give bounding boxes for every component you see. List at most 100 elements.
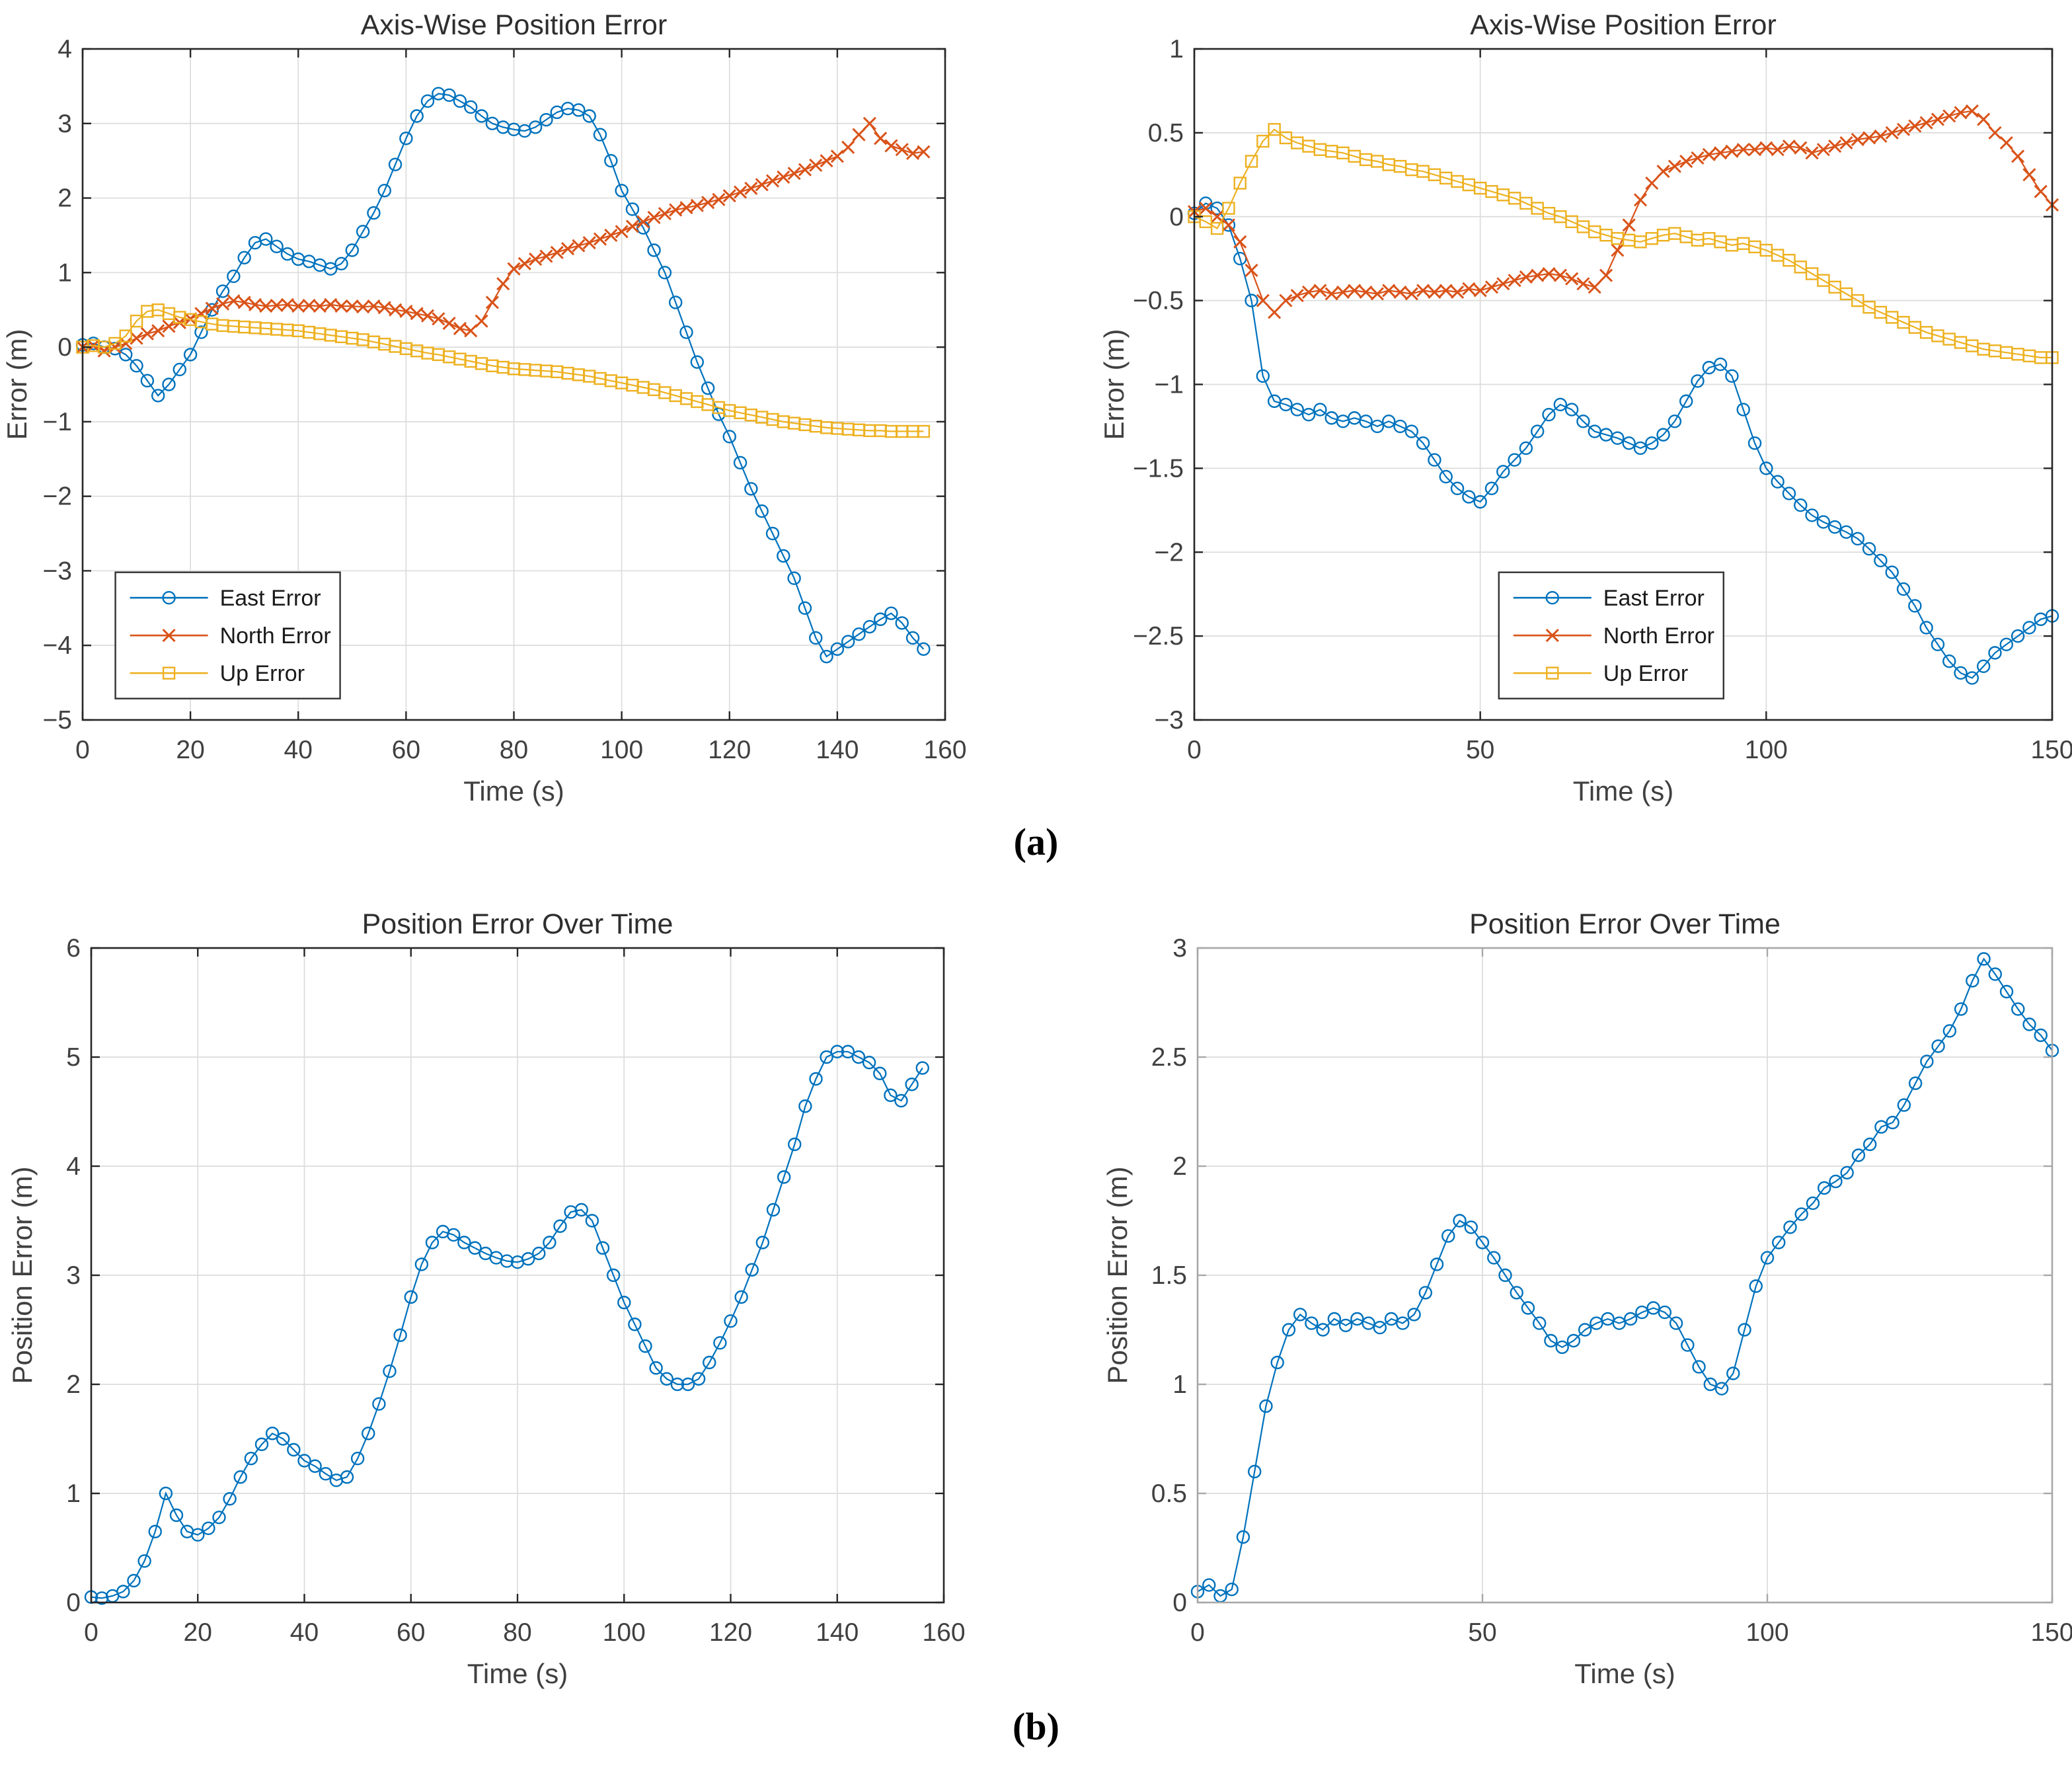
series-north-error — [1187, 104, 2059, 319]
x-tick-label: 100 — [600, 736, 643, 764]
y-tick-label: −5 — [43, 706, 72, 734]
poserr-right-svg: 0 50 100 150 0 0.5 1 1.5 2 2.5 3 Position Error Ove… — [1102, 908, 2072, 1689]
legend-entry-north-error: North Error — [1513, 623, 1714, 649]
legend-entry-north-error: North Error — [130, 623, 331, 649]
y-tick-label: −1 — [43, 408, 72, 436]
series-position-error — [1190, 952, 2059, 1603]
x-tick-label: 120 — [709, 1618, 752, 1647]
chart-position-error-over-time-left: 0 20 40 60 80 100 120 140 160 0 1 2 3 4 5 6 Position Err… — [0, 907, 1011, 1700]
legend-label: Up Error — [220, 661, 305, 686]
y-tick-label: 1 — [1169, 35, 1184, 63]
x-tick-label: 40 — [290, 1618, 319, 1647]
y-tick-label: −2 — [43, 483, 72, 511]
x-axis-label: Time (s) — [467, 1658, 568, 1689]
chart-position-error-over-time-right: 0 50 100 150 0 0.5 1 1.5 2 2.5 3 Position Error Ove… — [1061, 907, 2072, 1700]
y-tick-label: 0 — [66, 1589, 81, 1617]
y-tick-label: 2.5 — [1151, 1043, 1187, 1072]
axiswise-right-svg: 0 50 100 150 −3 −2.5 −2 −1.5 −1 −0.5 0 0.5 1 Axis-Wis… — [1098, 9, 2072, 807]
y-tick-label: 0.5 — [1151, 1480, 1187, 1508]
axes: 0 50 100 150 0 0.5 1 1.5 2 2.5 3 — [1151, 934, 2072, 1647]
y-axis-label: Position Error (m) — [1102, 1166, 1133, 1384]
x-tick-label: 0 — [1190, 1618, 1205, 1647]
chart-title: Position Error Over Time — [362, 908, 673, 940]
y-tick-label: 3 — [58, 110, 72, 138]
axes: 0 50 100 150 −3 −2.5 −2 −1.5 −1 −0.5 0 0.5 1 — [1133, 35, 2072, 764]
y-tick-label: 0.5 — [1148, 119, 1184, 147]
series-north-error — [75, 116, 931, 358]
legend-label: Up Error — [1603, 661, 1688, 686]
x-tick-label: 20 — [184, 1618, 212, 1647]
y-tick-label: −3 — [43, 557, 72, 585]
x-axis-label: Time (s) — [1574, 1658, 1675, 1689]
y-tick-label: −1 — [1155, 371, 1184, 399]
y-tick-label: 0 — [58, 333, 72, 362]
chart-title: Axis-Wise Position Error — [1470, 9, 1777, 41]
x-tick-label: 50 — [1466, 736, 1494, 764]
legend-entry-east-error: East Error — [130, 586, 321, 611]
x-tick-label: 140 — [816, 1618, 859, 1647]
x-tick-label: 160 — [922, 1618, 965, 1647]
y-tick-label: 0 — [1169, 203, 1184, 231]
x-tick-label: 160 — [923, 736, 966, 764]
poserr-left-svg: 0 20 40 60 80 100 120 140 160 0 1 2 3 4 5 6 Position Err… — [7, 908, 966, 1689]
legend-entry-up-error: Up Error — [1513, 661, 1688, 686]
y-tick-label: −3 — [1155, 706, 1184, 734]
panel-a-label: (a) — [1013, 820, 1059, 863]
x-tick-label: 60 — [392, 736, 420, 764]
x-tick-label: 50 — [1468, 1618, 1496, 1647]
legend: East Error North Error Up Error — [1498, 571, 1724, 699]
legend-label: East Error — [220, 586, 321, 611]
x-tick-label: 80 — [500, 736, 528, 764]
grid-lines — [1198, 948, 2052, 1602]
legend: East Error North Error Up Error — [114, 571, 341, 699]
y-tick-label: −4 — [43, 631, 72, 660]
axiswise-left-svg: 0 20 40 60 80 100 120 140 160 −5 −4 −3 −2 −1 0 1 2 3 4 Axis… — [1, 9, 967, 807]
y-tick-label: 4 — [58, 35, 72, 63]
y-tick-label: 3 — [66, 1261, 81, 1290]
y-tick-label: 3 — [1172, 934, 1187, 963]
x-tick-label: 0 — [75, 736, 90, 764]
grid-lines — [83, 49, 945, 720]
y-tick-label: 1.5 — [1151, 1261, 1187, 1290]
x-axis-label: Time (s) — [1573, 775, 1673, 807]
y-tick-label: 2 — [66, 1370, 81, 1399]
y-tick-label: 1 — [66, 1480, 81, 1508]
chart-title: Axis-Wise Position Error — [361, 9, 668, 41]
x-tick-label: 120 — [708, 736, 751, 764]
y-axis-label: Position Error (m) — [7, 1166, 38, 1384]
series-position-error — [84, 1045, 929, 1605]
y-tick-label: 2 — [1172, 1152, 1187, 1181]
y-tick-label: −1.5 — [1133, 454, 1184, 483]
legend-label: North Error — [1603, 623, 1714, 649]
y-tick-label: −0.5 — [1133, 287, 1184, 315]
y-tick-label: 2 — [58, 184, 72, 213]
y-tick-label: −2.5 — [1133, 622, 1184, 651]
x-tick-label: 100 — [1746, 1618, 1788, 1647]
x-tick-label: 0 — [1187, 736, 1202, 764]
chart-title: Position Error Over Time — [1469, 908, 1781, 940]
grid-lines — [1194, 49, 2052, 720]
y-tick-label: 4 — [66, 1152, 81, 1181]
x-tick-label: 150 — [2030, 1618, 2072, 1647]
panel-b-label: (b) — [1013, 1705, 1059, 1748]
x-tick-label: 140 — [816, 736, 859, 764]
axes: 0 20 40 60 80 100 120 140 160 −5 −4 −3 −2 −1 0 1 2 3 4 — [43, 35, 967, 764]
grid-lines — [91, 948, 944, 1602]
y-tick-label: 6 — [66, 934, 81, 963]
legend-label: North Error — [220, 623, 331, 649]
legend-entry-east-error: East Error — [1513, 586, 1705, 611]
legend-label: East Error — [1603, 586, 1705, 611]
x-tick-label: 20 — [176, 736, 204, 764]
y-axis-label: Error (m) — [1, 329, 32, 440]
x-tick-label: 100 — [1745, 736, 1788, 764]
y-tick-label: −2 — [1155, 538, 1184, 567]
x-tick-label: 60 — [397, 1618, 425, 1647]
y-axis-label: Error (m) — [1098, 329, 1130, 440]
y-tick-label: 1 — [1172, 1370, 1187, 1399]
x-axis-label: Time (s) — [463, 775, 564, 807]
x-tick-label: 0 — [84, 1618, 98, 1647]
y-tick-label: 1 — [58, 258, 72, 287]
x-tick-label: 40 — [284, 736, 313, 764]
x-tick-label: 100 — [603, 1618, 646, 1647]
